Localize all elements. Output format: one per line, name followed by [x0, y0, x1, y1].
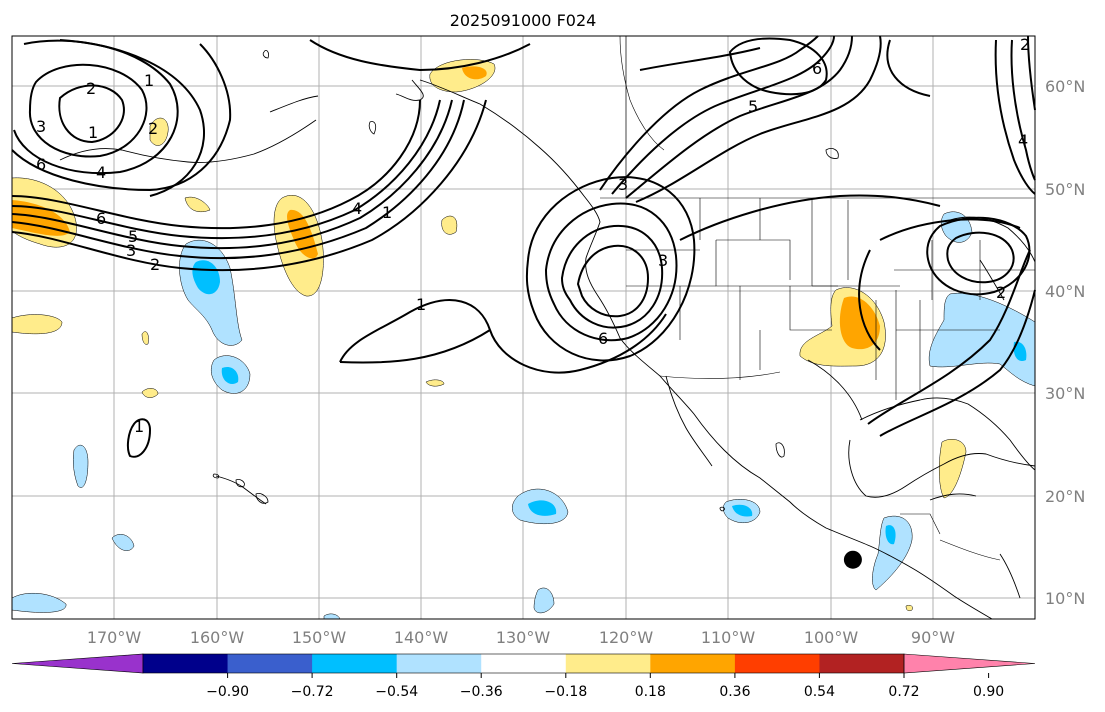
positive-anomaly-area [441, 215, 458, 235]
lat-label: 20°N [1045, 487, 1085, 506]
map-gridlines [12, 36, 1035, 619]
map-panel: 2 3 1 6 4 2 1 6 5 3 2 4 1 1 3 3 6 1 5 6 … [11, 35, 1036, 620]
contour-label: 1 [416, 295, 426, 314]
colorbar-ticks: −0.90 −0.72 −0.54 −0.36 −0.18 0.18 0.36 0.54 0.7… [206, 673, 1004, 700]
colorbar-tick-label: 0.18 [635, 684, 666, 700]
lat-label: 30°N [1045, 384, 1085, 403]
contour-label: 3 [126, 241, 136, 260]
negative-anomaly-area [111, 534, 135, 551]
colorbar-extend-low [11, 653, 144, 674]
contour-lines [11, 35, 1036, 458]
contour-label: 2 [150, 255, 160, 274]
colorbar-tick-label: −0.72 [291, 684, 334, 700]
negative-anomaly-core [221, 366, 239, 385]
contour-label: 4 [1018, 131, 1028, 150]
positive-anomaly-area [11, 314, 63, 335]
map-frame [11, 35, 1036, 620]
longitude-labels: 170°W 160°W 150°W 140°W 130°W 120°W 110°… [87, 628, 955, 647]
figure-title: 2025091000 F024 [450, 11, 597, 30]
islands [212, 50, 839, 512]
negative-anomaly-area [872, 515, 913, 591]
positive-anomaly-area [939, 439, 967, 499]
negative-anomaly-area [72, 444, 89, 488]
contour-label: 1 [144, 71, 154, 90]
lon-label: 170°W [87, 628, 142, 647]
contour-label: 3 [618, 175, 628, 194]
lat-label: 10°N [1045, 589, 1085, 608]
positive-anomaly-area [905, 604, 913, 612]
colorbar-segment [227, 654, 313, 673]
colorbar-tick-label: 0.36 [719, 684, 750, 700]
lon-label: 90°W [911, 628, 955, 647]
lat-label: 40°N [1045, 282, 1085, 301]
negative-anomaly-core [732, 504, 753, 517]
storm-center-marker [843, 550, 862, 569]
colorbar-segment [650, 654, 736, 673]
positive-anomaly-area [141, 388, 159, 398]
negative-anomaly-area [11, 592, 67, 613]
lat-label: 60°N [1045, 77, 1085, 96]
colorbar-segment [565, 654, 651, 673]
colorbar-tick-label: 0.90 [973, 684, 1004, 700]
lat-label: 50°N [1045, 180, 1085, 199]
contour-label: 4 [96, 163, 106, 182]
contour-label: 1 [382, 203, 392, 222]
positive-anomaly-area [184, 196, 211, 213]
contour-label: 1 [134, 417, 144, 436]
negative-anomaly-area [533, 587, 555, 614]
contour-label: 3 [36, 117, 46, 136]
negative-anomaly-area [928, 292, 1036, 387]
contour-label: 6 [598, 329, 608, 348]
lon-label: 100°W [804, 628, 859, 647]
colorbar-segment [819, 654, 905, 673]
negative-anomaly-core [528, 500, 557, 516]
lon-label: 130°W [496, 628, 551, 647]
contour-label: 2 [148, 119, 158, 138]
colorbar-segment [396, 654, 482, 673]
contour-label: 6 [812, 59, 822, 78]
positive-anomaly-core [462, 66, 487, 80]
colorbar [11, 653, 1036, 674]
colorbar-tick-label: 0.72 [888, 684, 919, 700]
contour-label: 6 [36, 155, 46, 174]
colorbar-tick-label: −0.36 [460, 684, 503, 700]
positive-anomaly-area [141, 331, 149, 345]
contour-label: 3 [658, 251, 668, 270]
colorbar-extend-high [903, 653, 1036, 674]
lon-label: 160°W [190, 628, 245, 647]
negative-anomaly-core [885, 525, 896, 545]
colorbar-segment [312, 654, 398, 673]
contour-label: 1 [88, 123, 98, 142]
colorbar-segment [481, 654, 567, 673]
colorbar-tick-label: −0.54 [375, 684, 418, 700]
positive-anomaly-area [149, 117, 169, 146]
positive-anomaly-area [425, 379, 445, 387]
contour-label: 4 [352, 199, 362, 218]
contour-label: 5 [748, 97, 758, 116]
lon-label: 110°W [701, 628, 756, 647]
negative-anomaly-core [1013, 341, 1027, 362]
colorbar-segment [734, 654, 820, 673]
latitude-labels: 60°N 50°N 40°N 30°N 20°N 10°N [1045, 77, 1085, 608]
colorbar-segment [143, 654, 228, 673]
contour-labels: 2 3 1 6 4 2 1 6 5 3 2 4 1 1 3 3 6 1 5 6 … [36, 35, 1030, 436]
contour-label: 2 [1020, 35, 1030, 54]
colorbar-tick-label: 0.54 [804, 684, 835, 700]
contour-label: 2 [86, 79, 96, 98]
colorbar-outline [142, 653, 905, 674]
lon-label: 150°W [292, 628, 347, 647]
contour-label: 6 [96, 209, 106, 228]
lon-label: 120°W [599, 628, 654, 647]
lon-label: 140°W [394, 628, 449, 647]
contour-label: 5 [128, 227, 138, 246]
contour-label: 2 [996, 283, 1006, 302]
colorbar-tick-label: −0.18 [544, 684, 587, 700]
colorbar-tick-label: −0.90 [206, 684, 249, 700]
